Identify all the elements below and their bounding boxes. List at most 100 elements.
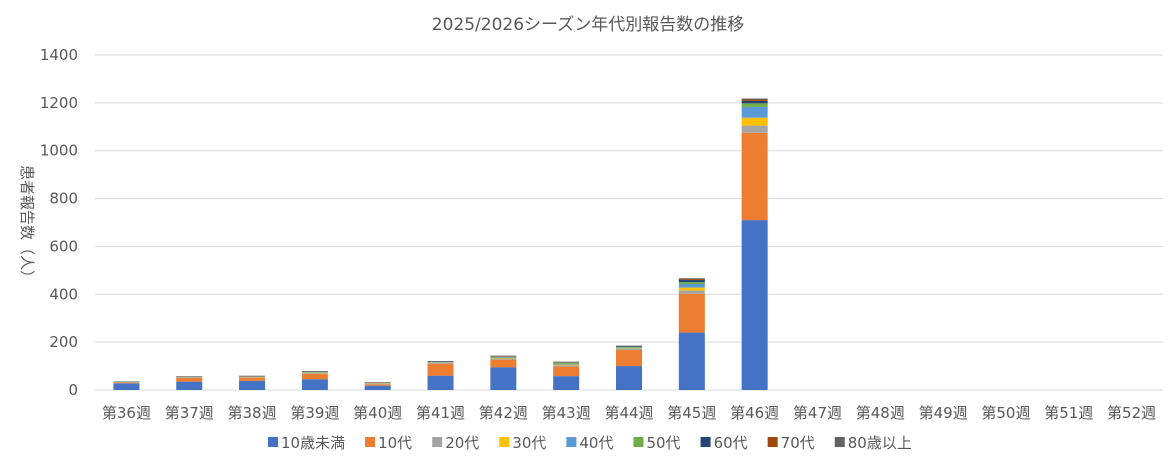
bar-segment xyxy=(553,363,580,365)
legend-item: 70代 xyxy=(767,434,815,452)
bar-segment xyxy=(553,376,580,390)
bar-segment xyxy=(678,332,705,390)
x-tick-label: 第42週 xyxy=(479,404,528,422)
x-axis-ticks: 第36週 第37週 第38週 第39週 第40週 第41週 第42週 第43週 第44週 第45週… xyxy=(102,404,1156,422)
legend-swatch xyxy=(432,437,443,447)
legend-label: 80歳以上 xyxy=(848,434,912,452)
y-axis-label: 患者報告数（人） xyxy=(18,165,36,285)
legend-label: 40代 xyxy=(579,434,613,452)
legend-label: 50代 xyxy=(646,434,680,452)
legend-swatch xyxy=(268,437,278,447)
x-tick-label: 第38週 xyxy=(228,404,277,422)
bar-segment xyxy=(678,290,705,294)
bar-segment xyxy=(616,350,642,367)
legend-swatch xyxy=(499,437,510,447)
bar-segment xyxy=(741,106,768,118)
bar-segment xyxy=(741,100,768,104)
bar-segment xyxy=(678,287,705,291)
bar-segment xyxy=(239,380,266,390)
x-tick-label: 第45週 xyxy=(667,404,716,422)
y-tick-label: 800 xyxy=(49,190,78,208)
x-tick-label: 第50週 xyxy=(981,404,1030,422)
legend-label: 70代 xyxy=(781,434,815,452)
bar-segment xyxy=(553,366,580,377)
bar-segment xyxy=(616,347,642,349)
bar-segment xyxy=(553,364,580,366)
bar-segment xyxy=(553,365,580,367)
bar-segment xyxy=(113,382,140,384)
bar-segment xyxy=(301,379,328,390)
bar-segment xyxy=(616,346,642,348)
legend-label: 30代 xyxy=(512,434,546,452)
bar-segment xyxy=(678,278,705,280)
x-tick-label: 第48週 xyxy=(856,404,905,422)
x-tick-label: 第39週 xyxy=(290,404,339,422)
bar-segment xyxy=(741,98,768,100)
bar-segment xyxy=(490,367,517,390)
legend-swatch xyxy=(700,437,711,447)
bar-segment xyxy=(616,366,642,390)
x-tick-label: 第47週 xyxy=(793,404,842,422)
bar-segment xyxy=(176,378,203,382)
bar-segment xyxy=(427,362,454,364)
legend-label: 10代 xyxy=(378,434,412,452)
y-tick-label: 200 xyxy=(49,333,78,351)
bar-segment xyxy=(616,345,642,347)
legend-label: 60代 xyxy=(714,434,748,452)
legend-swatch xyxy=(834,437,845,447)
legend-item: 20代 xyxy=(432,434,479,452)
bar-segment xyxy=(741,132,768,221)
bar-segment xyxy=(301,373,328,380)
bar-segment xyxy=(678,282,705,284)
legend-label: 10歳未満 xyxy=(281,434,345,452)
gridlines xyxy=(95,54,1163,391)
bar-segment xyxy=(553,362,580,364)
bar-segment xyxy=(364,385,391,390)
bar-segment xyxy=(678,293,705,333)
legend: 10歳未満 10代 20代 30代 40代 50代 60代 70代 80歳以上 xyxy=(268,434,912,452)
bar-segment xyxy=(427,375,454,390)
y-tick-label: 1400 xyxy=(40,46,78,64)
x-tick-label: 第36週 xyxy=(102,404,151,422)
legend-swatch xyxy=(365,437,376,447)
x-tick-label: 第37週 xyxy=(165,404,214,422)
y-tick-label: 1000 xyxy=(40,142,78,160)
y-tick-label: 1200 xyxy=(40,94,78,112)
legend-item: 50代 xyxy=(633,434,681,452)
legend-swatch xyxy=(767,437,778,447)
legend-item: 30代 xyxy=(499,434,546,452)
x-tick-label: 第44週 xyxy=(604,404,653,422)
bar-segment xyxy=(364,384,391,386)
x-tick-label: 第40週 xyxy=(353,404,402,422)
y-tick-label: 400 xyxy=(49,285,78,303)
bar-segment xyxy=(741,125,768,133)
legend-item: 40代 xyxy=(566,434,613,452)
y-axis-ticks: 0 200 400 600 800 1000 1200 1400 xyxy=(40,46,78,399)
y-tick-label: 600 xyxy=(49,237,78,255)
bar-segment xyxy=(301,373,328,374)
legend-item: 60代 xyxy=(700,434,748,452)
bar-segment xyxy=(113,383,140,390)
x-tick-label: 第46週 xyxy=(730,404,779,422)
chart-title: 2025/2026シーズン年代別報告数の推移 xyxy=(432,15,744,35)
bar-segment xyxy=(239,378,266,381)
legend-swatch xyxy=(566,437,577,447)
bars xyxy=(113,98,768,390)
bar-segment xyxy=(490,356,517,358)
legend-item: 10代 xyxy=(365,434,412,452)
bar-segment xyxy=(741,220,768,390)
bar-segment xyxy=(490,359,517,368)
x-tick-label: 第52週 xyxy=(1107,404,1156,422)
bar-segment xyxy=(741,103,768,107)
bar-segment xyxy=(741,117,768,126)
legend-label: 20代 xyxy=(445,434,479,452)
legend-item: 10歳未満 xyxy=(268,434,345,452)
bar-segment xyxy=(239,377,266,379)
legend-swatch xyxy=(633,437,644,447)
x-tick-label: 第51週 xyxy=(1044,404,1093,422)
bar-segment xyxy=(741,99,768,101)
x-tick-label: 第41週 xyxy=(416,404,465,422)
x-tick-label: 第43週 xyxy=(542,404,591,422)
legend-item: 80歳以上 xyxy=(834,434,912,452)
